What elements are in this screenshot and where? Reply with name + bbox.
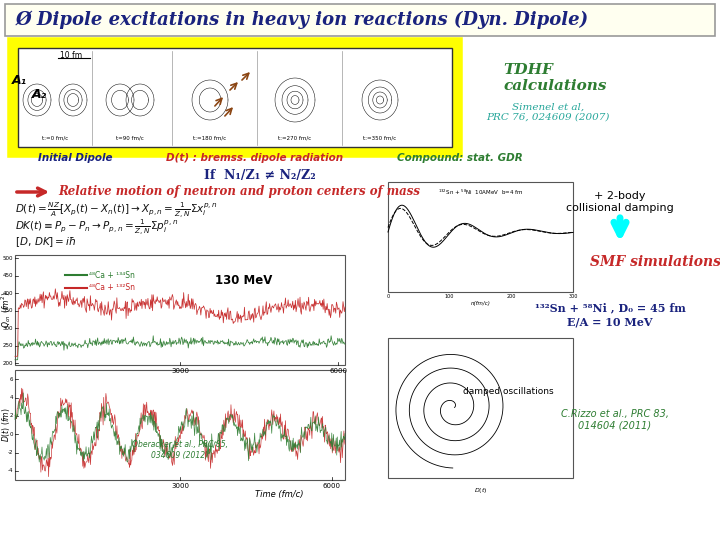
Text: Initial Dipole: Initial Dipole [37,153,112,163]
Text: $D(t)=\frac{NZ}{A}\left[X_p(t)-X_n(t)\right]\rightarrow X_{p,n}=\frac{1}{Z,N}\Si: $D(t)=\frac{NZ}{A}\left[X_p(t)-X_n(t)\ri… [15,200,217,220]
Text: 3000: 3000 [171,368,189,374]
Text: 350: 350 [2,308,13,313]
Text: 300: 300 [568,294,577,299]
Text: ⁴⁸Ca + ¹³⁴Sn: ⁴⁸Ca + ¹³⁴Sn [89,271,135,280]
Text: Oberacker et al., PRC 85,
034609 (2012): Oberacker et al., PRC 85, 034609 (2012) [132,440,228,460]
Bar [15,255,345,365]
Text: 0: 0 [387,294,390,299]
Text: 300: 300 [2,326,13,331]
Text: 6000: 6000 [323,483,341,489]
Text: $D(t)\ (fm)$: $D(t)\ (fm)$ [0,408,12,442]
Text: $^{132}$Sn + $^{58}$Ni  10AMeV  b=4 fm: $^{132}$Sn + $^{58}$Ni 10AMeV b=4 fm [438,188,523,197]
Text: Simenel et al,
PRC 76, 024609 (2007): Simenel et al, PRC 76, 024609 (2007) [486,102,610,122]
Text: $Q_{cn}\ (fm^2)$: $Q_{cn}\ (fm^2)$ [0,292,13,328]
Text: 130 MeV: 130 MeV [215,273,272,287]
Text: A₁: A₁ [12,73,27,86]
Text: -4: -4 [7,468,13,474]
Text: D(t) : bremss. dipole radiation: D(t) : bremss. dipole radiation [166,153,343,163]
Text: 100: 100 [445,294,454,299]
Text: 450: 450 [2,273,13,279]
Text: 3000: 3000 [171,483,189,489]
Text: 6000: 6000 [329,368,347,374]
Bar [388,338,573,478]
Text: ⁴⁸Ca + ¹³²Sn: ⁴⁸Ca + ¹³²Sn [89,284,135,293]
Text: damped oscillations: damped oscillations [463,387,554,396]
Bar [15,370,345,480]
Text: E/A = 10 MeV: E/A = 10 MeV [567,316,653,327]
Text: 2: 2 [9,413,13,418]
Text: 6: 6 [9,377,13,382]
Text: 250: 250 [2,343,13,348]
Text: t=90 fm/c: t=90 fm/c [116,135,144,140]
Text: If  N₁/Z₁ ≠ N₂/Z₂: If N₁/Z₁ ≠ N₂/Z₂ [204,168,316,181]
Text: Compound: stat. GDR: Compound: stat. GDR [397,153,523,163]
Text: 0: 0 [9,431,13,437]
Text: + 2-body
collisional damping: + 2-body collisional damping [566,191,674,213]
Text: -2: -2 [7,450,13,455]
Text: n(fm/c): n(fm/c) [471,301,490,306]
Text: $D(t)$: $D(t)$ [474,486,487,495]
Text: 200: 200 [2,361,13,366]
Text: 500: 500 [2,256,13,261]
FancyBboxPatch shape [5,4,715,36]
Bar [18,48,452,147]
Text: t:=270 fm/c: t:=270 fm/c [279,135,312,140]
Text: C.Rizzo et al., PRC 83,
014604 (2011): C.Rizzo et al., PRC 83, 014604 (2011) [561,409,669,431]
Text: SMF simulations: SMF simulations [590,255,720,269]
Bar [388,182,573,292]
Text: t:=0 fm/c: t:=0 fm/c [42,135,68,140]
Text: Time (fm/c): Time (fm/c) [255,490,303,499]
Text: t:=180 fm/c: t:=180 fm/c [194,135,227,140]
Text: $[D,\,DK]=i\hbar$: $[D,\,DK]=i\hbar$ [15,235,76,249]
Text: Relative motion of neutron and proton centers of mass: Relative motion of neutron and proton ce… [58,186,420,199]
Text: 200: 200 [507,294,516,299]
Text: Ø Dipole excitations in heavy ion reactions (Dyn. Dipole): Ø Dipole excitations in heavy ion reacti… [16,11,589,29]
Text: 10 fm: 10 fm [60,51,82,59]
Text: TDHF
calculations: TDHF calculations [503,63,607,93]
Text: ¹³²Sn + ⁵⁸Ni , D₀ = 45 fm: ¹³²Sn + ⁵⁸Ni , D₀ = 45 fm [534,302,685,314]
Text: 400: 400 [2,291,13,296]
Text: A₂: A₂ [32,89,47,102]
Text: 4: 4 [9,395,13,400]
Text: t:=350 fm/c: t:=350 fm/c [364,135,397,140]
Text: $DK(t)\equiv P_p-P_n\rightarrow P_{p,n}=\frac{1}{Z,N}\Sigma p_i^{p,n}$: $DK(t)\equiv P_p-P_n\rightarrow P_{p,n}=… [15,217,179,237]
Bar [10,40,460,155]
